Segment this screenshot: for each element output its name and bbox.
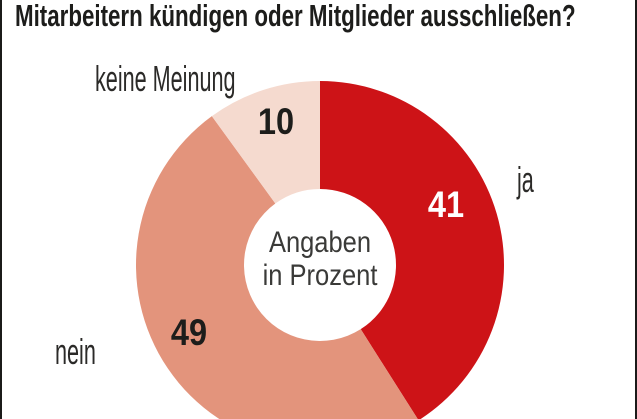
segment-label-ja: ja xyxy=(517,159,534,200)
chart-title: Mitarbeitern kündigen oder Mitglieder au… xyxy=(15,0,576,33)
segment-value-ja: 41 xyxy=(427,183,465,225)
center-label-line2: in Prozent xyxy=(262,259,378,292)
segment-label-nein: nein xyxy=(55,331,96,372)
donut-segment-nein xyxy=(136,116,418,419)
center-label-line1: Angaben xyxy=(268,226,372,259)
segment-label-keine-meinung: keine Meinung xyxy=(95,58,236,99)
donut-center-label: Angaben in Prozent xyxy=(263,226,378,292)
segment-value-nein: 49 xyxy=(170,311,208,353)
donut-segment-ja xyxy=(320,81,504,419)
donut-segment-keine-meinung xyxy=(211,81,320,204)
segment-value-keine-meinung: 10 xyxy=(257,100,295,142)
